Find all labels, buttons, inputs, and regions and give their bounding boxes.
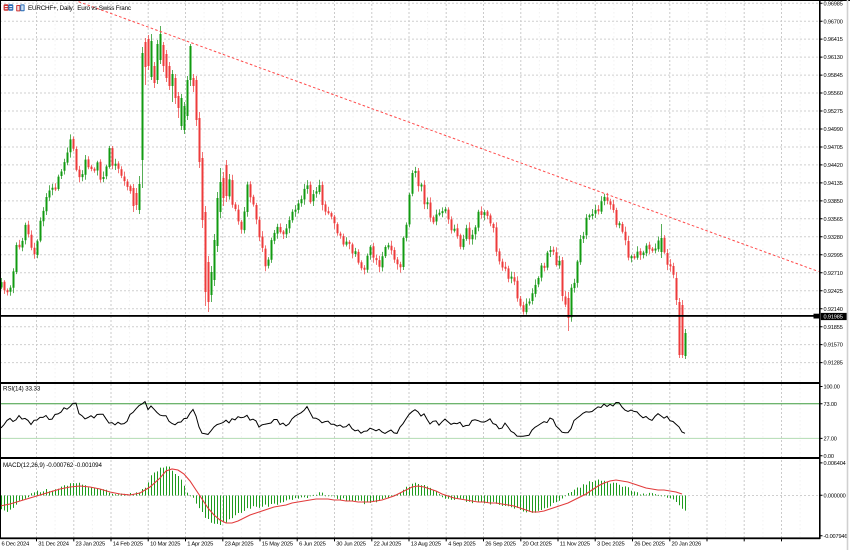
svg-text:0.006404: 0.006404 xyxy=(824,461,846,467)
svg-text:26 Dec 2025: 26 Dec 2025 xyxy=(634,542,664,548)
svg-text:23 Apr 2025: 23 Apr 2025 xyxy=(225,542,254,548)
svg-text:14 Feb 2025: 14 Feb 2025 xyxy=(113,542,143,548)
svg-text:31 Dec 2024: 31 Dec 2024 xyxy=(38,542,69,548)
svg-text:11 Nov 2025: 11 Nov 2025 xyxy=(560,542,590,548)
svg-text:0.96130: 0.96130 xyxy=(824,55,843,61)
svg-text:0.93565: 0.93565 xyxy=(824,217,843,223)
svg-text:20 Oct 2025: 20 Oct 2025 xyxy=(523,542,552,548)
svg-text:RSI(14) 33.33: RSI(14) 33.33 xyxy=(3,386,41,393)
svg-text:0.95560: 0.95560 xyxy=(824,91,843,97)
svg-text:13 Aug 2025: 13 Aug 2025 xyxy=(411,542,441,548)
svg-text:20 Jan 2026: 20 Jan 2026 xyxy=(672,542,702,548)
svg-text:0.93850: 0.93850 xyxy=(824,199,843,205)
svg-text:-0.007946: -0.007946 xyxy=(824,534,848,540)
svg-text:30 Jun 2025: 30 Jun 2025 xyxy=(336,542,366,548)
svg-text:0.95275: 0.95275 xyxy=(824,109,843,115)
svg-text:22 Jul 2025: 22 Jul 2025 xyxy=(374,542,402,548)
svg-text:0.96415: 0.96415 xyxy=(824,37,843,43)
svg-text:0.93280: 0.93280 xyxy=(824,235,843,241)
svg-text:0.00: 0.00 xyxy=(824,454,834,460)
svg-text:0.94420: 0.94420 xyxy=(824,163,843,169)
svg-text:73.00: 73.00 xyxy=(824,402,837,408)
svg-text:0.96985: 0.96985 xyxy=(824,1,843,7)
svg-text:6 Jun 2025: 6 Jun 2025 xyxy=(299,542,326,548)
svg-text:0.95845: 0.95845 xyxy=(824,73,843,79)
svg-text:0.94135: 0.94135 xyxy=(824,181,843,187)
svg-text:0.91285: 0.91285 xyxy=(824,361,843,367)
svg-text:4 Sep 2025: 4 Sep 2025 xyxy=(448,542,475,548)
svg-text:0.000000: 0.000000 xyxy=(824,493,846,499)
svg-text:0.92425: 0.92425 xyxy=(824,289,843,295)
svg-text:27.00: 27.00 xyxy=(824,437,837,443)
svg-text:0.92995: 0.92995 xyxy=(824,253,843,259)
svg-text:0.91855: 0.91855 xyxy=(824,325,843,331)
svg-text:0.96700: 0.96700 xyxy=(824,19,843,25)
svg-text:1 Apr 2025: 1 Apr 2025 xyxy=(187,542,213,548)
svg-text:26 Sep 2025: 26 Sep 2025 xyxy=(485,542,515,548)
svg-text:0.92710: 0.92710 xyxy=(824,271,843,277)
svg-text:0.94705: 0.94705 xyxy=(824,145,843,151)
svg-text:0.94990: 0.94990 xyxy=(824,127,843,133)
svg-text:23 Jan 2025: 23 Jan 2025 xyxy=(76,542,106,548)
svg-text:100.00: 100.00 xyxy=(824,385,840,391)
svg-text:15 May 2025: 15 May 2025 xyxy=(262,542,293,548)
svg-text:0.91570: 0.91570 xyxy=(824,343,843,349)
svg-text:EURCHF+, Daily: Euro vs Swiss: EURCHF+, Daily: Euro vs Swiss Franc xyxy=(28,5,131,12)
svg-text:6 Dec 2024: 6 Dec 2024 xyxy=(2,542,30,548)
svg-text:3 Dec 2025: 3 Dec 2025 xyxy=(597,542,624,548)
svg-text:0.91985: 0.91985 xyxy=(824,315,843,321)
svg-text:MACD(12,26,9) -0.000762 -0.001: MACD(12,26,9) -0.000762 -0.001094 xyxy=(3,462,103,469)
svg-text:0.92140: 0.92140 xyxy=(824,307,843,313)
svg-text:10 Mar 2025: 10 Mar 2025 xyxy=(150,542,180,548)
